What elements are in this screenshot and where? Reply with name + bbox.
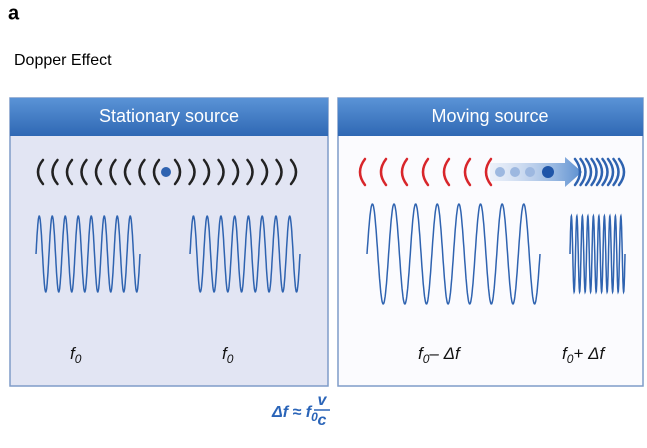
formula-numerator: v [318,392,328,409]
source-dot [542,166,554,178]
panel-stationary [10,98,328,386]
source-trail [525,167,535,177]
source-trail [510,167,520,177]
page: a Dopper Effect Stationary source Moving… [0,0,647,448]
caption: Dopper Effect [14,52,112,69]
sine-wave [570,216,625,292]
panel-letter: a [8,2,20,24]
source-dot [161,167,171,177]
panel-title: Stationary source [99,106,239,126]
formula-denominator: c [318,412,327,429]
source-trail [495,167,505,177]
formula: Δf ≈ f0 [271,404,318,424]
panel-title: Moving source [431,106,548,126]
